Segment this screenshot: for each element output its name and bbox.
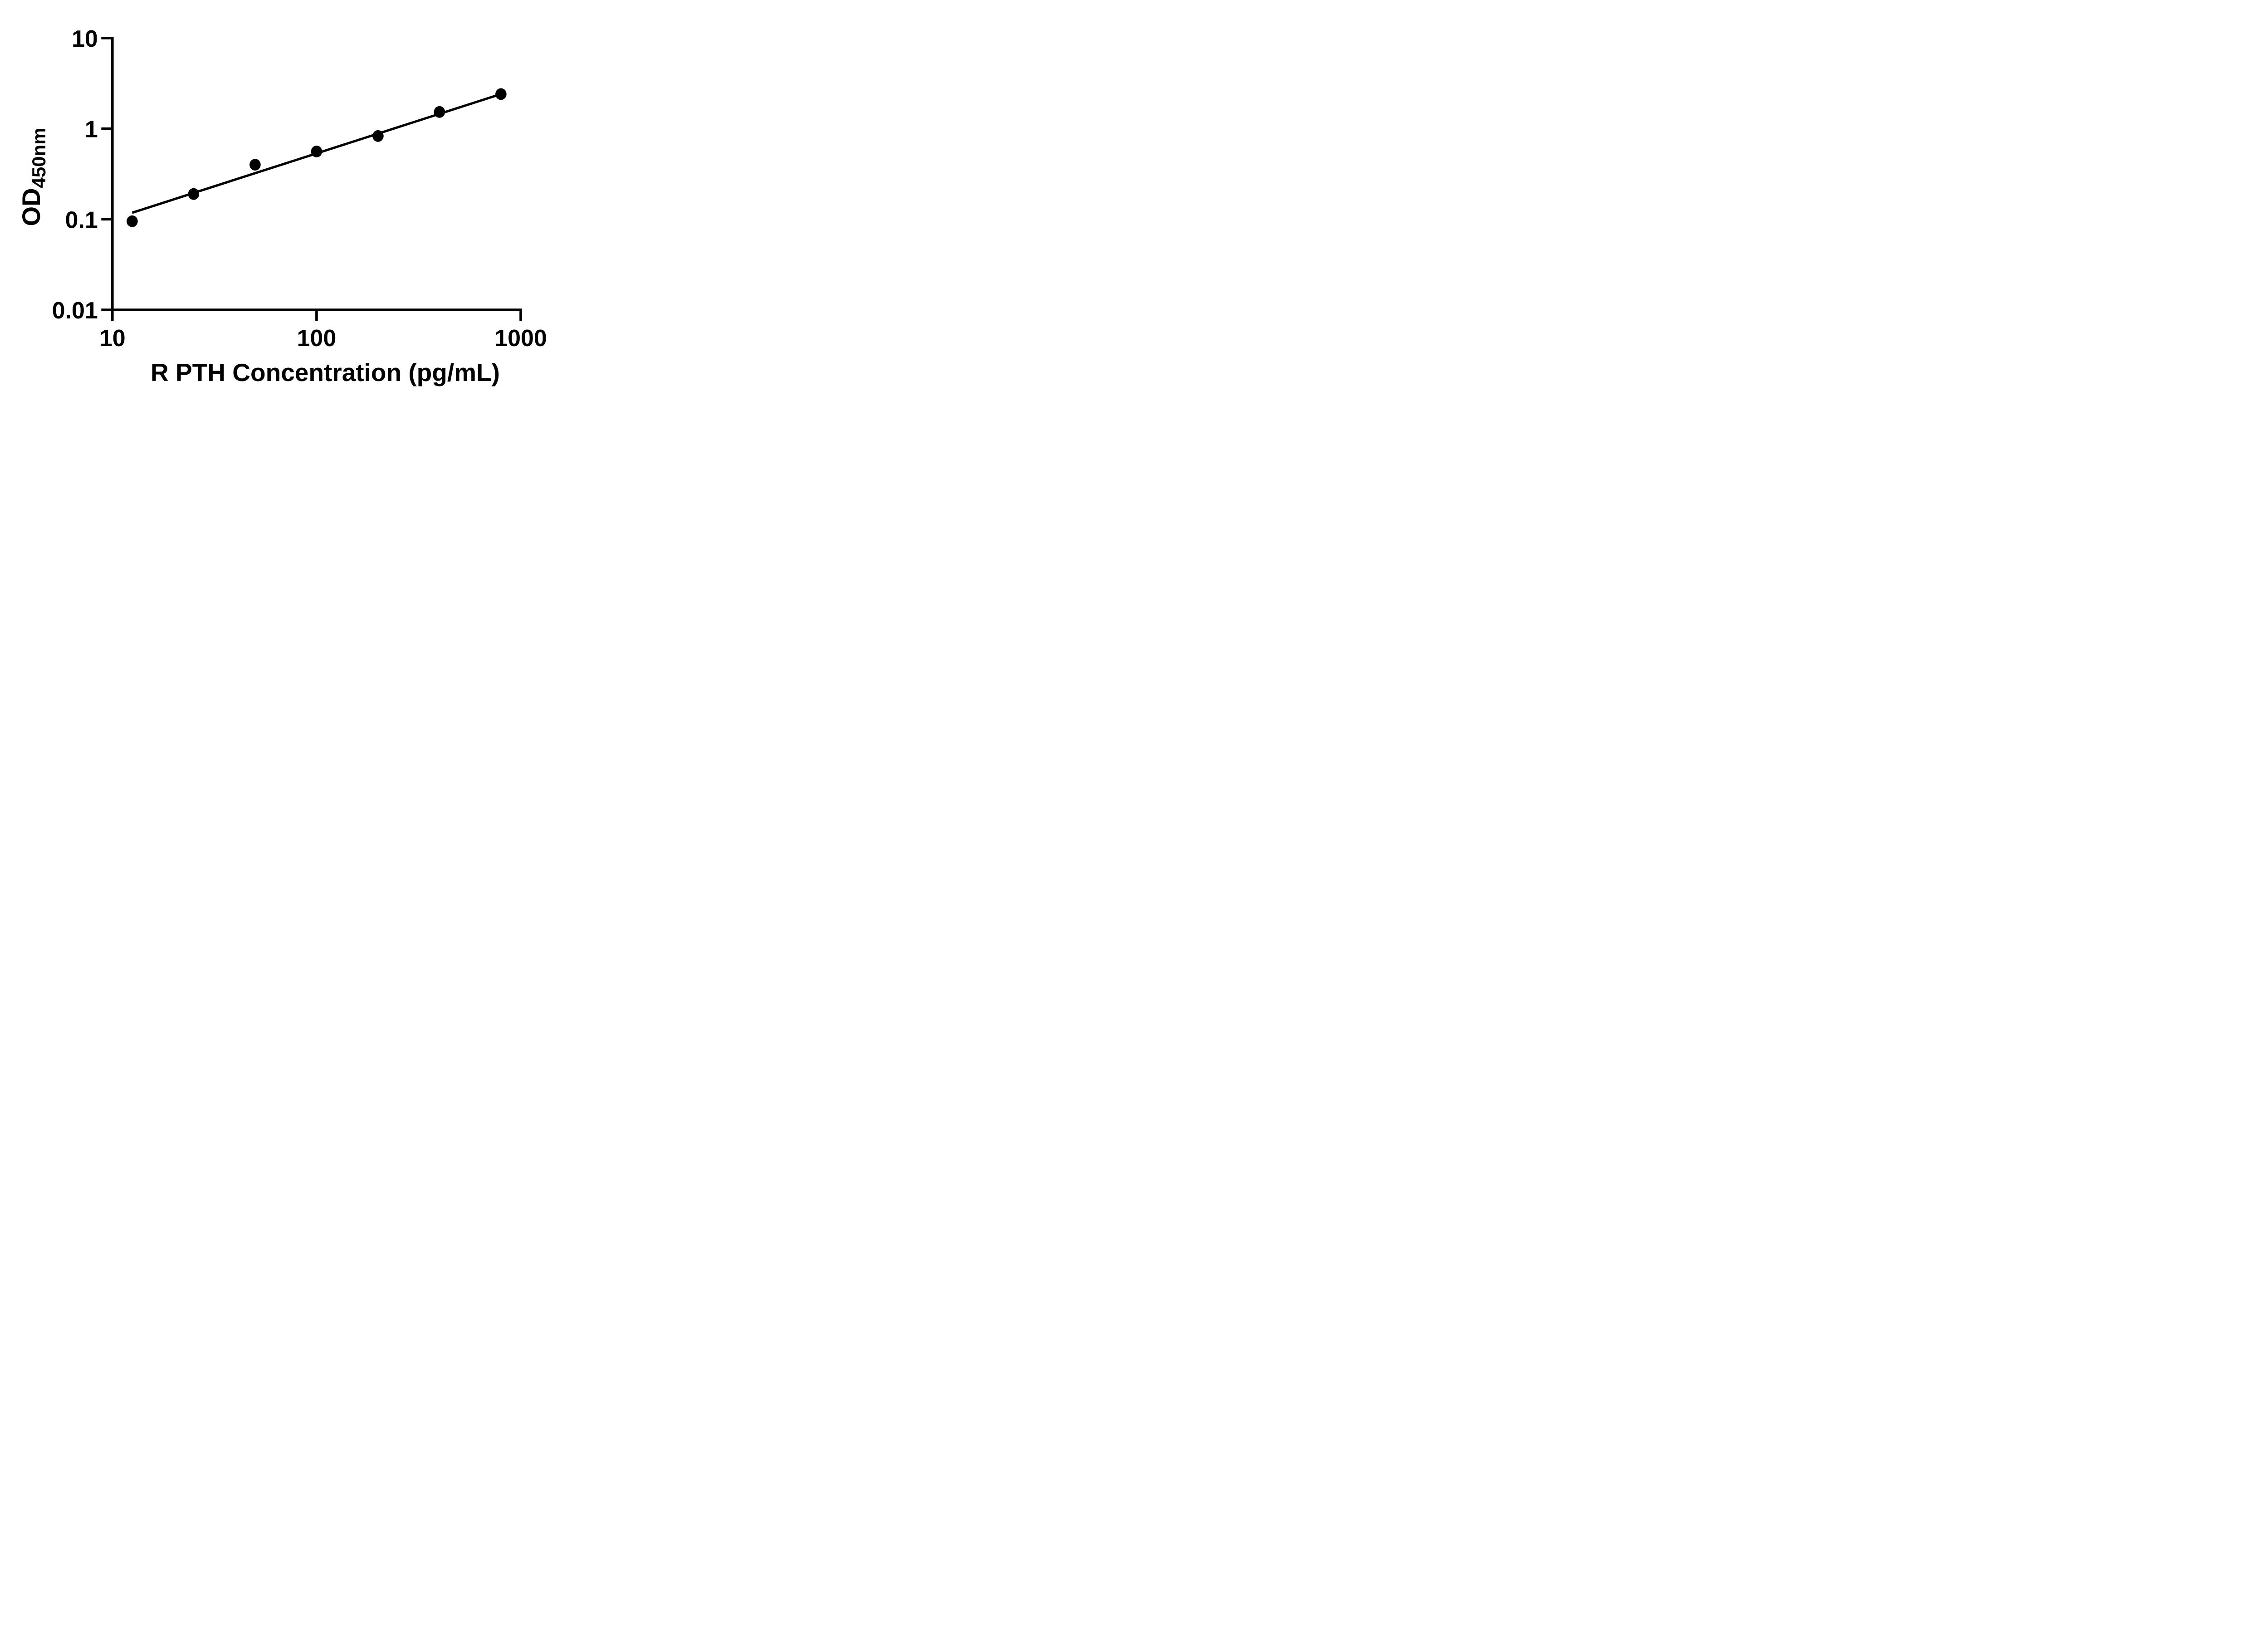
data-point [249, 159, 261, 171]
data-point [495, 88, 507, 100]
data-point [372, 130, 384, 142]
y-axis-title: OD450nm [17, 127, 49, 226]
x-axis-title: R PTH Concentration (pg/mL) [151, 358, 500, 386]
data-point [434, 106, 445, 118]
axis-frame [101, 37, 522, 321]
elisa-standard-curve-figure: 10 1 0.1 0.01 10 100 1000 R PTH Concentration (… [0, 0, 583, 408]
y-axis-title-subscript: 450nm [28, 127, 49, 188]
y-tick-label: 1 [85, 117, 98, 143]
y-tick-label: 0.01 [52, 298, 98, 324]
x-tick-label: 1000 [494, 325, 547, 352]
data-point [127, 215, 138, 227]
y-tick-label: 10 [72, 26, 98, 52]
y-tick-label: 0.1 [65, 207, 98, 233]
x-tick-label: 100 [297, 325, 337, 352]
x-tick-label: 10 [99, 325, 126, 352]
y-axis-title-main: OD [17, 188, 45, 226]
data-point [188, 188, 200, 200]
data-point [311, 146, 323, 157]
